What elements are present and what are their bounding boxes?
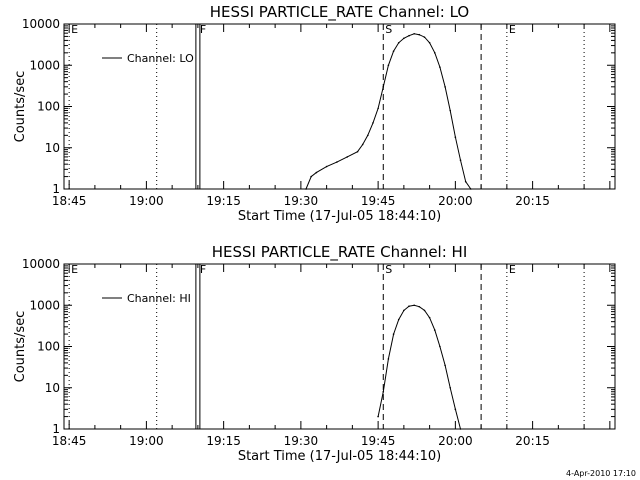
x-tick-label: 19:15	[206, 434, 241, 448]
event-marker-label: F	[200, 263, 206, 276]
x-tick-label: 18:45	[52, 434, 87, 448]
series-point	[439, 345, 441, 348]
series-line	[305, 33, 472, 190]
x-tick-label: 20:00	[438, 434, 473, 448]
event-marker-label: E	[71, 263, 78, 276]
y-tick-label: 100	[37, 100, 60, 114]
series-point	[454, 408, 457, 411]
series-point	[387, 64, 390, 67]
y-axis-label: Counts/sec	[13, 311, 28, 383]
plot-frame	[63, 263, 616, 430]
y-tick-label: 10	[45, 381, 60, 395]
series-point	[408, 305, 410, 307]
series-point	[403, 309, 405, 312]
x-tick-label: 19:45	[361, 434, 396, 448]
x-axis-label: Start Time (17-Jul-05 18:44:10)	[238, 449, 441, 464]
series-point	[454, 136, 457, 139]
series-point	[367, 134, 369, 137]
series-point	[444, 86, 446, 88]
event-marker-label: E	[509, 263, 516, 276]
event-marker-label: E	[71, 23, 78, 36]
chart-title: HESSI PARTICLE_RATE Channel: LO	[210, 3, 469, 22]
y-tick-label: 1000	[29, 298, 60, 312]
plot-frame	[63, 23, 616, 190]
y-tick-label: 1	[52, 422, 60, 436]
series-point	[418, 33, 421, 36]
x-tick-label: 19:00	[129, 434, 164, 448]
series-point	[361, 143, 364, 146]
y-tick-label: 1	[52, 182, 60, 196]
event-marker-label: F	[200, 23, 206, 36]
series-point	[377, 415, 379, 418]
series-point	[449, 386, 452, 389]
series-point	[392, 50, 395, 52]
series-point	[459, 428, 462, 430]
series-point	[315, 171, 318, 174]
series-point	[439, 66, 441, 68]
series-point	[413, 32, 415, 35]
x-tick-label: 19:45	[361, 194, 396, 208]
y-tick-label: 1000	[29, 58, 60, 72]
series-point	[397, 42, 400, 44]
series-point	[377, 107, 379, 110]
series-point	[336, 161, 338, 163]
legend-label: Channel: HI	[127, 292, 191, 305]
series-line	[377, 304, 461, 430]
y-axis-label: Counts/sec	[13, 71, 28, 143]
y-tick-label: 10000	[22, 257, 60, 271]
series-point	[418, 305, 421, 308]
x-tick-label: 20:00	[438, 194, 473, 208]
y-tick-label: 10	[45, 141, 60, 155]
event-marker-label: S	[385, 23, 392, 36]
series-point	[325, 165, 328, 168]
chart-title: HESSI PARTICLE_RATE Channel: HI	[212, 243, 468, 262]
y-tick-label: 100	[37, 340, 60, 354]
series-point	[413, 304, 415, 307]
series-point	[346, 156, 349, 158]
legend-label: Channel: LO	[127, 52, 194, 65]
x-tick-label: 19:00	[129, 194, 164, 208]
x-tick-label: 20:15	[515, 194, 550, 208]
series-point	[372, 122, 374, 124]
series-point	[392, 333, 395, 335]
series-point	[428, 42, 431, 44]
x-tick-label: 19:15	[206, 194, 241, 208]
series-point	[382, 390, 385, 393]
x-tick-label: 19:30	[284, 434, 319, 448]
series-point	[305, 188, 307, 190]
series-point	[444, 364, 446, 367]
x-axis-label: Start Time (17-Jul-05 18:44:10)	[238, 209, 441, 224]
event-marker-label: S	[385, 263, 392, 276]
series-point	[433, 52, 436, 54]
series-point	[459, 159, 462, 161]
series-point	[310, 175, 312, 178]
x-tick-label: 20:15	[515, 434, 550, 448]
series-point	[433, 329, 436, 331]
y-tick-label: 10000	[22, 17, 60, 31]
figure-timestamp: 4-Apr-2010 17:10	[566, 469, 636, 478]
series-point	[382, 86, 385, 88]
series-point	[464, 180, 467, 183]
series-point	[408, 34, 410, 37]
event-marker-label: E	[509, 23, 516, 36]
series-point	[356, 150, 359, 153]
x-tick-label: 19:30	[284, 194, 319, 208]
series-point	[449, 109, 452, 112]
series-point	[428, 316, 431, 319]
series-point	[423, 309, 426, 312]
series-point	[423, 36, 426, 38]
series-point	[387, 358, 390, 360]
x-tick-label: 18:45	[52, 194, 87, 208]
series-point	[403, 37, 405, 40]
series-point	[470, 188, 472, 190]
series-point	[397, 318, 400, 321]
